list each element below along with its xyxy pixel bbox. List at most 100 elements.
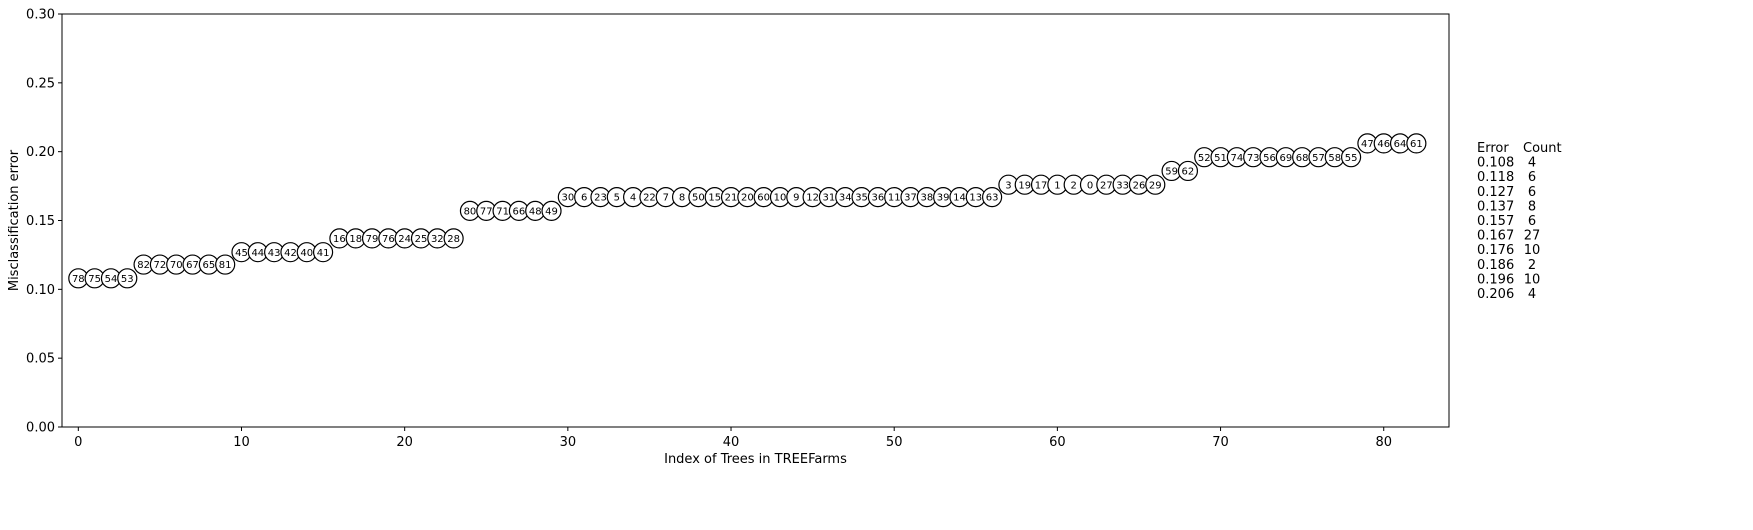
- data-point-label: 59: [1165, 167, 1178, 178]
- x-tick-label: 20: [396, 435, 413, 450]
- summary-count-value: 6: [1528, 214, 1536, 229]
- y-tick-label: 0.00: [26, 421, 55, 436]
- data-point-label: 29: [1149, 180, 1162, 191]
- data-point-label: 21: [725, 193, 738, 204]
- data-point-label: 1: [1054, 180, 1060, 191]
- summary-count-value: 6: [1528, 170, 1536, 185]
- summary-count-value: 6: [1528, 185, 1536, 200]
- data-point-label: 81: [219, 260, 232, 271]
- data-point-label: 63: [986, 193, 999, 204]
- data-point-label: 12: [806, 193, 819, 204]
- summary-count-value: 2: [1528, 258, 1536, 273]
- data-point-label: 51: [1214, 153, 1227, 164]
- data-point-label: 27: [1100, 180, 1113, 191]
- summary-table-header: Error: [1477, 141, 1509, 156]
- data-point-label: 82: [137, 260, 150, 271]
- data-point-label: 19: [1018, 180, 1031, 191]
- data-point-label: 72: [154, 260, 167, 271]
- data-point-label: 17: [1035, 180, 1048, 191]
- plot-frame: [61, 13, 1450, 428]
- data-point-label: 70: [170, 260, 183, 271]
- data-point-label: 18: [349, 234, 362, 245]
- data-point-label: 75: [88, 274, 101, 285]
- data-point-label: 3: [1005, 180, 1011, 191]
- summary-table: Error Count 0.108 4 0.118 6 0.127 6 0.137 8 0.157 6…: [1477, 141, 1562, 302]
- x-axis: 0 10 20 30 40 50 60 70 80: [74, 427, 1392, 450]
- x-tick-label: 30: [560, 435, 577, 450]
- data-point-label: 44: [251, 248, 264, 259]
- data-point-label: 50: [692, 193, 705, 204]
- data-point-label: 80: [464, 206, 477, 217]
- x-tick-label: 60: [1049, 435, 1066, 450]
- summary-count-value: 27: [1524, 229, 1541, 244]
- x-tick-label: 10: [233, 435, 250, 450]
- data-point-label: 43: [268, 248, 281, 259]
- data-point: [312, 242, 334, 263]
- y-tick-label: 0.05: [26, 352, 55, 367]
- data-point-label: 13: [969, 193, 982, 204]
- data-point-label: 73: [1247, 153, 1260, 164]
- data-point-label: 79: [366, 234, 379, 245]
- data-point-label: 67: [186, 260, 199, 271]
- data-point-label: 38: [920, 193, 933, 204]
- summary-error-value: 0.108: [1477, 156, 1514, 171]
- summary-error-value: 0.196: [1477, 272, 1514, 287]
- summary-count-value: 10: [1524, 243, 1541, 258]
- x-tick-label: 0: [74, 435, 82, 450]
- data-point-label: 74: [1231, 153, 1244, 164]
- data-point-label: 4: [630, 193, 636, 204]
- data-point: [541, 200, 562, 221]
- y-tick-label: 0.20: [26, 145, 55, 160]
- data-point-label: 54: [105, 274, 118, 285]
- data-point-label: 46: [1377, 139, 1390, 150]
- data-point-label: 36: [872, 193, 885, 204]
- data-point-label: 2: [1071, 180, 1077, 191]
- data-point-label: 40: [300, 248, 313, 259]
- data-point-label: 55: [1345, 153, 1358, 164]
- data-point-label: 34: [839, 193, 852, 204]
- data-point-label: 26: [1133, 180, 1146, 191]
- y-tick-label: 0.25: [26, 76, 55, 91]
- data-point-label: 11: [888, 193, 901, 204]
- data-point-label: 15: [708, 193, 721, 204]
- data-point-label: 52: [1198, 153, 1211, 164]
- summary-count-value: 8: [1528, 199, 1536, 214]
- data-point-label: 62: [1182, 167, 1195, 178]
- x-tick-label: 70: [1212, 435, 1229, 450]
- data-point-label: 32: [431, 234, 444, 245]
- data-point-label: 41: [317, 248, 330, 259]
- x-tick-label: 50: [886, 435, 903, 450]
- data-point-label: 49: [545, 206, 558, 217]
- data-point-label: 0: [1087, 180, 1093, 191]
- data-point-label: 60: [757, 193, 770, 204]
- data-point-label: 39: [937, 193, 950, 204]
- data-point-label: 35: [855, 193, 868, 204]
- summary-error-value: 0.127: [1477, 185, 1514, 200]
- data-point-label: 68: [1296, 153, 1309, 164]
- plot-area: [61, 13, 1450, 428]
- data-point-label: 64: [1394, 139, 1407, 150]
- data-point-label: 25: [415, 234, 428, 245]
- data-point-label: 45: [235, 248, 248, 259]
- summary-error-value: 0.167: [1477, 229, 1514, 244]
- data-point-label: 61: [1410, 139, 1423, 150]
- data-point: [117, 268, 138, 289]
- data-point-label: 65: [202, 260, 215, 271]
- data-point-label: 77: [480, 206, 493, 217]
- data-point-label: 16: [333, 234, 346, 245]
- summary-error-value: 0.157: [1477, 214, 1514, 229]
- data-point-label: 30: [561, 193, 574, 204]
- data-point-label: 57: [1312, 153, 1325, 164]
- y-tick-label: 0.15: [26, 214, 55, 229]
- y-axis: 0.00 0.05 0.10 0.15 0.20 0.25 0.30: [26, 8, 62, 436]
- summary-count-value: 10: [1524, 272, 1541, 287]
- data-point-label: 24: [398, 234, 411, 245]
- data-point-label: 7: [663, 193, 669, 204]
- summary-count-value: 4: [1528, 287, 1536, 302]
- data-point-label: 48: [529, 206, 542, 217]
- summary-count-value: 4: [1528, 156, 1536, 171]
- data-point-label: 37: [904, 193, 917, 204]
- data-point-label: 14: [953, 193, 966, 204]
